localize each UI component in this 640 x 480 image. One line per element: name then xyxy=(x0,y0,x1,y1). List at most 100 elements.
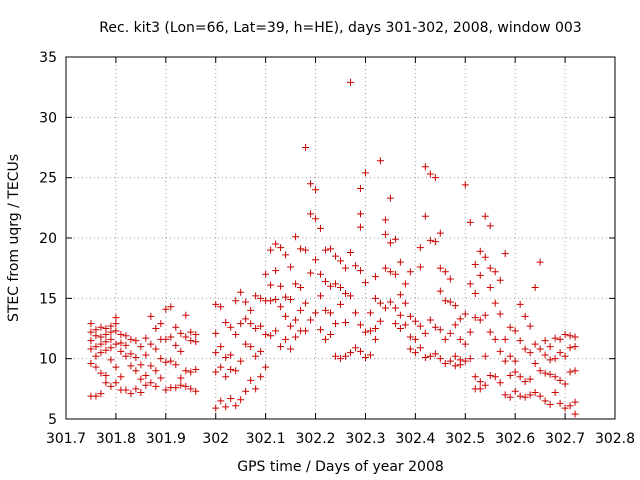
data-point xyxy=(287,263,295,271)
data-point xyxy=(262,270,270,278)
data-point xyxy=(307,316,315,324)
data-point xyxy=(441,268,449,276)
data-point xyxy=(406,345,414,353)
data-point xyxy=(386,268,394,276)
data-point xyxy=(531,359,539,367)
data-point xyxy=(366,351,374,359)
data-point xyxy=(421,163,429,171)
data-point xyxy=(391,304,399,312)
data-point xyxy=(272,296,280,304)
data-point xyxy=(247,343,255,351)
y-tick-label: 15 xyxy=(39,291,57,307)
data-point xyxy=(371,335,379,343)
data-point xyxy=(322,335,330,343)
data-point xyxy=(302,144,310,151)
data-point xyxy=(292,233,300,241)
data-point xyxy=(476,385,484,393)
data-point xyxy=(157,320,165,328)
data-point xyxy=(551,388,559,396)
data-point xyxy=(546,370,554,378)
data-point xyxy=(406,333,414,341)
data-point xyxy=(147,379,155,387)
data-point xyxy=(396,311,404,319)
data-point xyxy=(87,328,95,336)
data-point xyxy=(272,267,280,275)
data-point xyxy=(536,258,544,266)
data-point xyxy=(177,347,185,355)
data-point xyxy=(257,373,265,381)
data-point xyxy=(371,273,379,281)
x-tick-label: 301.7 xyxy=(46,431,86,447)
data-point xyxy=(312,186,320,194)
data-point xyxy=(262,331,270,339)
data-point xyxy=(337,355,344,363)
data-point xyxy=(391,320,399,328)
data-point xyxy=(102,379,110,387)
y-tick-label: 35 xyxy=(39,50,57,66)
data-point xyxy=(411,317,419,325)
data-point xyxy=(561,352,569,360)
data-point xyxy=(117,339,125,347)
data-point xyxy=(501,335,509,343)
x-axis-label: GPS time / Days of year 2008 xyxy=(237,459,444,475)
data-point xyxy=(337,283,344,291)
data-point xyxy=(431,238,439,246)
data-point xyxy=(421,212,429,220)
data-point xyxy=(376,317,384,325)
data-point xyxy=(332,320,340,328)
x-tick-label: 302.7 xyxy=(545,431,585,447)
data-point xyxy=(351,344,359,352)
data-point xyxy=(461,340,469,348)
data-point xyxy=(282,335,290,343)
data-point xyxy=(167,303,175,311)
data-point xyxy=(416,263,424,271)
data-point xyxy=(122,341,130,349)
data-point xyxy=(192,331,200,339)
data-point xyxy=(277,343,285,351)
data-point xyxy=(461,310,469,318)
data-point xyxy=(332,352,340,360)
data-point xyxy=(421,353,429,361)
data-point xyxy=(92,326,100,334)
data-point xyxy=(282,293,290,301)
data-point xyxy=(466,218,474,226)
data-point xyxy=(317,270,325,278)
data-point xyxy=(102,346,110,354)
grid xyxy=(66,57,615,419)
data-point xyxy=(571,343,579,351)
data-point xyxy=(441,297,449,305)
data-point xyxy=(247,306,255,314)
data-point xyxy=(506,393,514,401)
data-point xyxy=(242,387,250,395)
data-point xyxy=(556,335,564,343)
data-point xyxy=(396,291,404,299)
data-point xyxy=(242,298,250,306)
data-point xyxy=(506,352,514,360)
data-point xyxy=(237,288,245,296)
data-point xyxy=(486,372,494,380)
data-point xyxy=(227,394,235,402)
data-point xyxy=(356,267,364,275)
y-tick-label: 20 xyxy=(39,231,57,247)
data-point xyxy=(416,322,424,330)
data-point xyxy=(227,366,235,374)
data-point xyxy=(107,322,115,330)
data-point xyxy=(277,282,285,290)
data-point xyxy=(152,345,160,353)
data-point xyxy=(546,401,554,409)
data-point xyxy=(541,369,549,377)
data-point xyxy=(561,331,569,339)
data-point xyxy=(152,325,160,332)
data-point xyxy=(167,357,175,365)
data-point xyxy=(317,224,325,232)
data-point xyxy=(466,355,474,363)
data-point xyxy=(327,331,335,339)
x-tick-label: 302.1 xyxy=(246,431,286,447)
data-point xyxy=(516,337,524,345)
x-tick-label: 302.4 xyxy=(395,431,435,447)
data-point xyxy=(381,264,389,272)
data-point xyxy=(346,292,354,300)
data-point xyxy=(132,367,140,375)
data-point xyxy=(546,356,554,364)
data-point xyxy=(531,283,539,291)
